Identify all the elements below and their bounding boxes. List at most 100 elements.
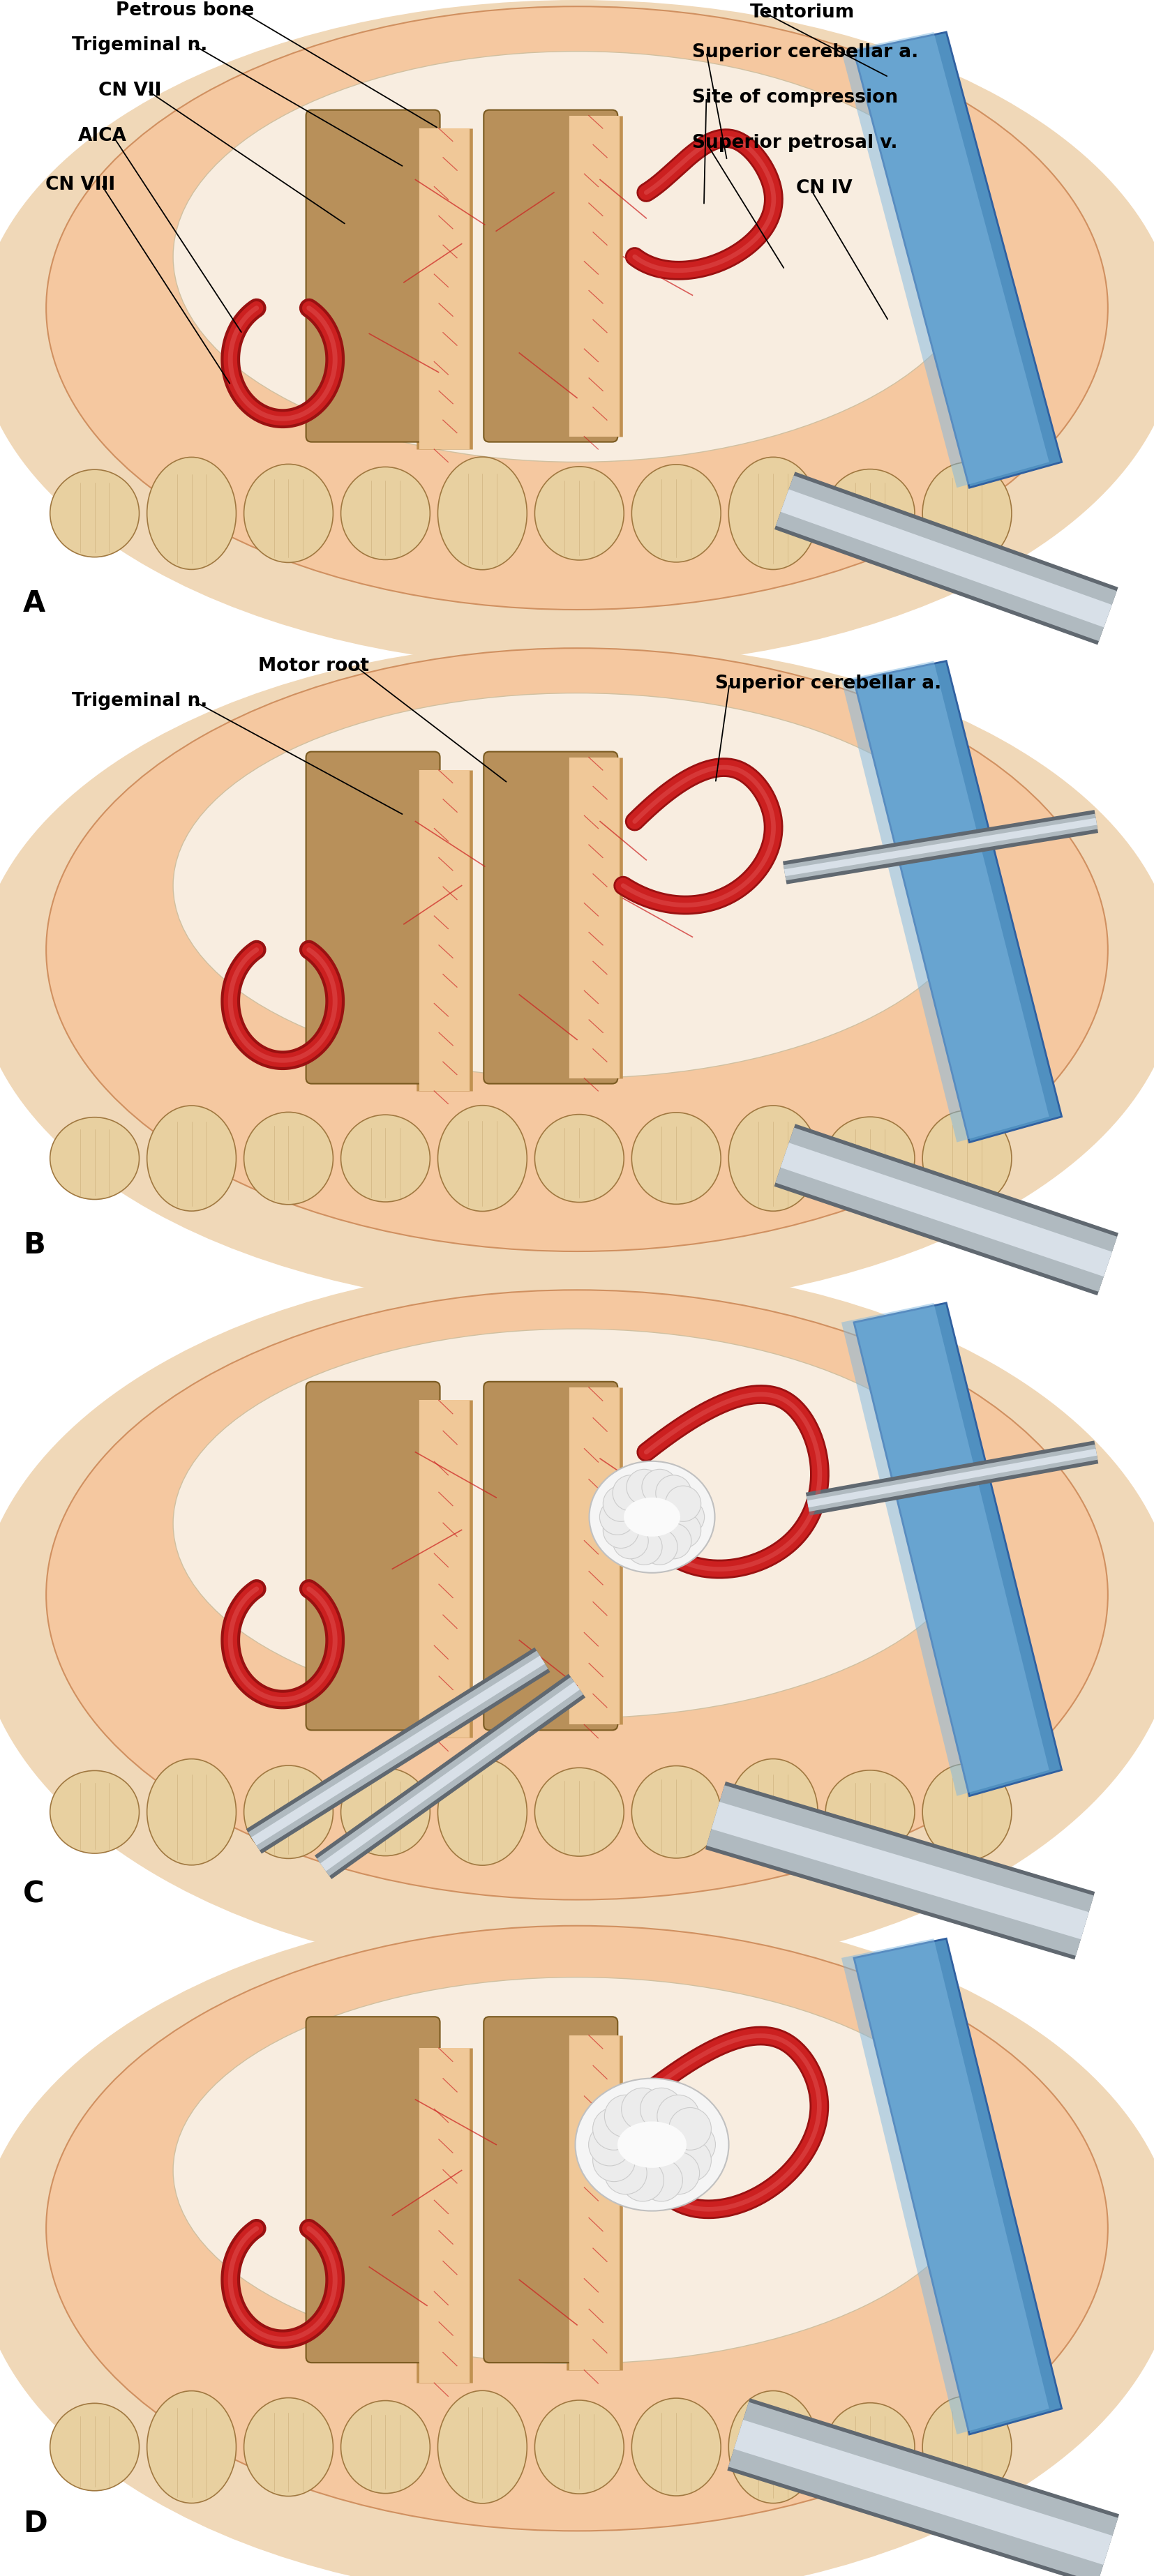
- Ellipse shape: [46, 1927, 1108, 2532]
- Ellipse shape: [243, 1765, 334, 1857]
- Circle shape: [621, 2159, 664, 2202]
- FancyBboxPatch shape: [484, 1381, 617, 1731]
- Circle shape: [604, 1512, 639, 1548]
- Text: C: C: [23, 1878, 45, 1909]
- Circle shape: [605, 2094, 647, 2138]
- Text: B: B: [23, 1231, 45, 1260]
- Text: Superior petrosal v.: Superior petrosal v.: [692, 134, 898, 152]
- Text: CN IV: CN IV: [796, 180, 853, 198]
- Circle shape: [627, 1530, 662, 1564]
- Ellipse shape: [0, 1188, 1154, 1381]
- Ellipse shape: [147, 1105, 237, 1211]
- Circle shape: [657, 2151, 699, 2195]
- Ellipse shape: [534, 2401, 624, 2494]
- Circle shape: [655, 1476, 691, 1512]
- Circle shape: [668, 1499, 704, 1535]
- Circle shape: [593, 2138, 635, 2182]
- FancyBboxPatch shape: [306, 2017, 440, 2362]
- Polygon shape: [854, 1303, 1062, 1795]
- Circle shape: [627, 1468, 662, 1504]
- Circle shape: [640, 2159, 683, 2202]
- FancyBboxPatch shape: [484, 752, 617, 1084]
- Text: Site of compression: Site of compression: [692, 88, 898, 106]
- Circle shape: [613, 1522, 649, 1558]
- Ellipse shape: [534, 466, 624, 559]
- Text: Superior cerebellar a.: Superior cerebellar a.: [715, 675, 942, 693]
- FancyBboxPatch shape: [484, 111, 617, 443]
- Ellipse shape: [243, 1113, 334, 1206]
- Circle shape: [621, 2089, 664, 2130]
- Ellipse shape: [340, 466, 430, 559]
- Ellipse shape: [631, 464, 721, 562]
- Ellipse shape: [173, 1329, 981, 1718]
- Polygon shape: [854, 1940, 1062, 2434]
- Polygon shape: [841, 1303, 1049, 1795]
- Ellipse shape: [922, 2396, 1012, 2499]
- Circle shape: [669, 2107, 711, 2151]
- Text: Motor root: Motor root: [258, 657, 369, 675]
- Ellipse shape: [0, 546, 1154, 737]
- Ellipse shape: [243, 2398, 334, 2496]
- Ellipse shape: [728, 456, 818, 569]
- FancyBboxPatch shape: [306, 752, 440, 1084]
- Ellipse shape: [173, 52, 981, 461]
- Ellipse shape: [922, 461, 1012, 564]
- Ellipse shape: [825, 1770, 915, 1855]
- Ellipse shape: [46, 649, 1108, 1252]
- Ellipse shape: [243, 464, 334, 562]
- Text: CN VII: CN VII: [98, 82, 162, 100]
- Ellipse shape: [173, 693, 981, 1079]
- Ellipse shape: [340, 2401, 430, 2494]
- Ellipse shape: [147, 1759, 237, 1865]
- Ellipse shape: [534, 1115, 624, 1203]
- Ellipse shape: [46, 1291, 1108, 1899]
- Ellipse shape: [825, 1118, 915, 1200]
- Polygon shape: [854, 662, 1062, 1141]
- Ellipse shape: [437, 456, 527, 569]
- Polygon shape: [841, 31, 1049, 487]
- Ellipse shape: [575, 2079, 729, 2210]
- Ellipse shape: [825, 2403, 915, 2491]
- Circle shape: [640, 2089, 683, 2130]
- Ellipse shape: [147, 2391, 237, 2504]
- Circle shape: [669, 2138, 711, 2182]
- Text: A: A: [23, 590, 45, 618]
- FancyBboxPatch shape: [306, 1381, 440, 1731]
- Ellipse shape: [0, 641, 1154, 1309]
- FancyBboxPatch shape: [484, 2017, 617, 2362]
- Ellipse shape: [50, 2403, 140, 2491]
- Circle shape: [593, 2107, 635, 2151]
- Text: Superior cerebellar a.: Superior cerebellar a.: [692, 44, 919, 62]
- Polygon shape: [841, 1940, 1049, 2434]
- Circle shape: [642, 1468, 677, 1504]
- Text: Petrous bone: Petrous bone: [115, 3, 254, 21]
- Text: CN VIII: CN VIII: [45, 175, 115, 193]
- Ellipse shape: [147, 456, 237, 569]
- Ellipse shape: [631, 2398, 721, 2496]
- Ellipse shape: [340, 1115, 430, 1203]
- Ellipse shape: [728, 1759, 818, 1865]
- Ellipse shape: [631, 1113, 721, 1203]
- Ellipse shape: [534, 1767, 624, 1857]
- Circle shape: [604, 1486, 639, 1522]
- Ellipse shape: [46, 5, 1108, 611]
- Ellipse shape: [0, 1265, 1154, 1978]
- Text: Tentorium: Tentorium: [750, 3, 855, 21]
- Ellipse shape: [728, 1105, 818, 1211]
- Ellipse shape: [624, 1497, 680, 1535]
- Ellipse shape: [825, 469, 915, 556]
- Circle shape: [655, 1522, 691, 1558]
- Ellipse shape: [50, 1770, 140, 1852]
- Circle shape: [613, 1476, 649, 1512]
- Ellipse shape: [922, 1110, 1012, 1206]
- Ellipse shape: [50, 1118, 140, 1200]
- Circle shape: [605, 2151, 647, 2195]
- Ellipse shape: [50, 469, 140, 556]
- Ellipse shape: [437, 1759, 527, 1865]
- Ellipse shape: [437, 1105, 527, 1211]
- Ellipse shape: [631, 1765, 721, 1857]
- Ellipse shape: [0, 0, 1154, 667]
- Polygon shape: [841, 662, 1049, 1141]
- Ellipse shape: [0, 1837, 1154, 2030]
- Ellipse shape: [0, 1185, 1154, 1381]
